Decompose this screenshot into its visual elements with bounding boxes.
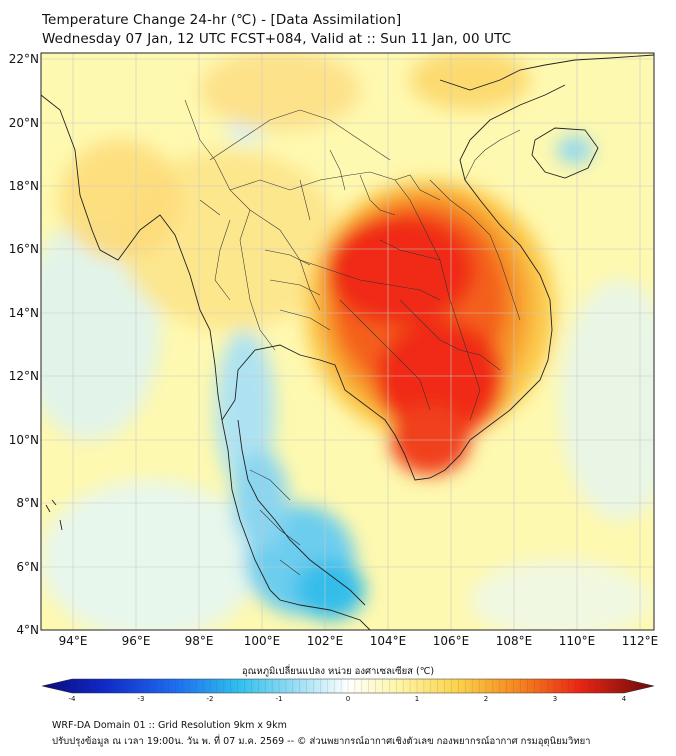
lat-label: 8°N: [16, 496, 39, 510]
lat-label: 22°N: [9, 52, 39, 66]
colorbar-bar: [41, 678, 655, 694]
lon-label: 112°E: [622, 634, 659, 648]
chart-title: Temperature Change 24-hr (℃) - [Data Ass…: [42, 12, 402, 28]
lat-label: 16°N: [9, 242, 39, 256]
coastlines: [41, 54, 654, 630]
lon-label: 108°E: [496, 634, 533, 648]
colorbar-tick: -2: [207, 695, 214, 703]
lat-label: 14°N: [9, 306, 39, 320]
map-frame: [40, 52, 655, 631]
colorbar-title: อุณหภูมิเปลี่ยนแปลง หน่วย องศาเซลเซียส (…: [241, 666, 435, 677]
lat-label: 20°N: [9, 116, 39, 130]
colorbar-tick: -1: [276, 695, 283, 703]
colorbar-tick: 4: [622, 695, 627, 703]
gridlines: [41, 53, 654, 630]
colorbar-tick: 3: [553, 695, 557, 703]
lon-label: 94°E: [59, 634, 88, 648]
province-borders: [184, 99, 521, 576]
lon-label: 102°E: [307, 634, 344, 648]
colorbar-tick: 1: [415, 695, 419, 703]
temperature-field: [41, 53, 654, 630]
colorbar-tick: -3: [138, 695, 145, 703]
colorbar: -4 -3 -2 -1 0 1 2 3 4: [41, 678, 655, 703]
latitude-labels: 22°N 20°N 18°N 16°N 14°N 12°N 10°N 8°N 6…: [9, 52, 39, 637]
colorbar-tick: -4: [69, 695, 77, 703]
lat-label: 6°N: [16, 560, 39, 574]
colorbar-tick: 2: [484, 695, 488, 703]
footer-update-info: ปรับปรุงข้อมูล ณ เวลา 19:00น. วัน พ. ที่…: [52, 736, 591, 747]
lat-label: 10°N: [9, 433, 39, 447]
lon-label: 100°E: [244, 634, 281, 648]
lon-label: 110°E: [559, 634, 596, 648]
lon-label: 104°E: [370, 634, 407, 648]
longitude-labels: 94°E 96°E 98°E 100°E 102°E 104°E 106°E 1…: [59, 634, 659, 648]
colorbar-tick: 0: [346, 695, 350, 703]
lat-label: 12°N: [9, 369, 39, 383]
lat-label: 4°N: [16, 623, 39, 637]
lon-label: 98°E: [185, 634, 214, 648]
footer-domain-info: WRF-DA Domain 01 :: Grid Resolution 9km …: [52, 720, 287, 731]
lon-label: 96°E: [122, 634, 151, 648]
lon-label: 106°E: [433, 634, 470, 648]
chart-subtitle: Wednesday 07 Jan, 12 UTC FCST+084, Valid…: [42, 31, 512, 47]
lat-label: 18°N: [9, 179, 39, 193]
